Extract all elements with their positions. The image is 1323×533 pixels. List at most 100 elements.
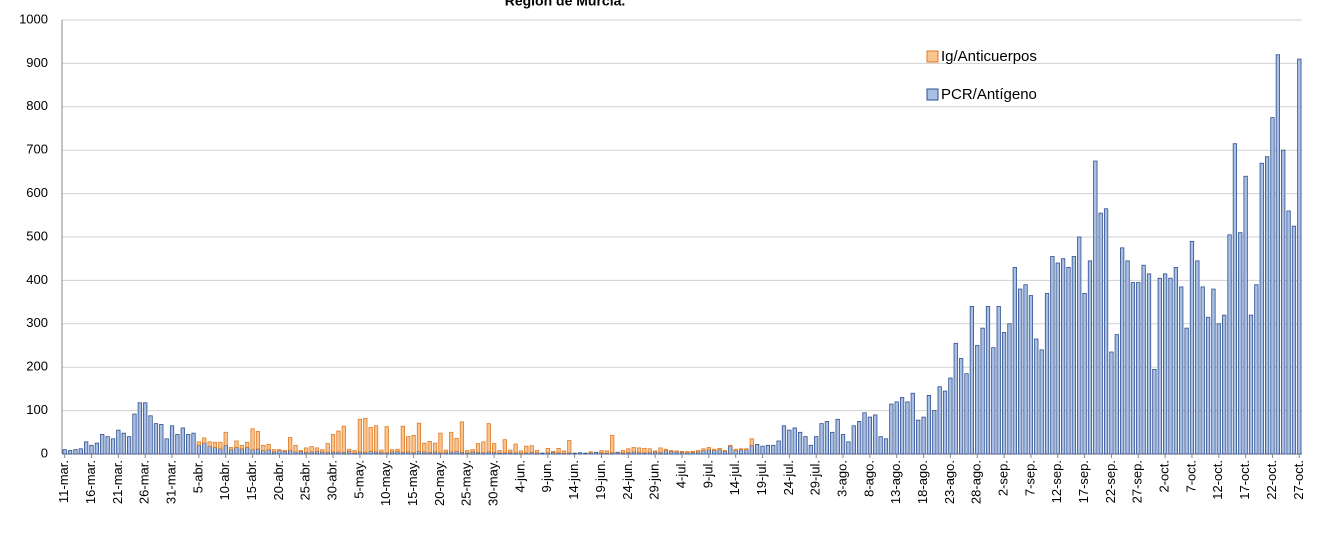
- bar-segment: [1162, 273, 1168, 455]
- bar-segment: [728, 445, 733, 455]
- bar-segment: [309, 446, 314, 453]
- bar-segment: [889, 403, 894, 455]
- bar-segment: [207, 441, 212, 447]
- bar-segment: [454, 437, 459, 452]
- bar-segment: [373, 425, 379, 453]
- bar-segment: [218, 448, 223, 455]
- bar-segment: [379, 449, 384, 453]
- x-tick-label: 26-mar.: [137, 460, 152, 504]
- x-tick-label: 8-ago.: [861, 460, 876, 497]
- bar-segment: [712, 450, 717, 455]
- bar-segment: [153, 423, 159, 455]
- x-tick-label: 24-jun.: [620, 460, 635, 500]
- bar-segment: [561, 450, 567, 454]
- bar-segment: [744, 448, 749, 451]
- bar-segment: [78, 448, 83, 455]
- bar-segment: [1173, 266, 1178, 455]
- bar-segment: [239, 448, 244, 455]
- bar-segment: [1012, 266, 1017, 455]
- bar-segment: [1007, 323, 1012, 455]
- bar-segment: [191, 432, 196, 455]
- legend-label: PCR/Antígeno: [941, 86, 1037, 103]
- bar-segment: [1120, 247, 1125, 455]
- x-tick-label: 7-sep.: [1022, 460, 1037, 496]
- x-tick-label: 30-may.: [486, 460, 501, 506]
- x-tick-label: 9-jul.: [700, 460, 715, 488]
- bar-segment: [261, 450, 266, 455]
- bar-segment: [642, 447, 647, 454]
- bar-segment: [545, 447, 550, 454]
- bar-segment: [1168, 277, 1173, 455]
- bar-segment: [760, 445, 765, 455]
- x-tick-label: 22-sep.: [1103, 460, 1118, 503]
- bar-segment: [717, 449, 722, 455]
- bar-segment: [1200, 286, 1205, 455]
- bar-segment: [330, 434, 336, 453]
- bar-segment: [1061, 258, 1066, 455]
- bar-segment: [733, 450, 738, 455]
- bar-segment: [851, 425, 856, 455]
- bar-segment: [223, 431, 228, 446]
- bar-segment: [899, 397, 905, 455]
- x-tick-label: 15-abr.: [244, 460, 259, 500]
- x-tick-label: 10-abr.: [217, 460, 232, 500]
- bar-segment: [797, 431, 803, 455]
- bar-segment: [1028, 295, 1034, 455]
- x-tick-label: 24-jul.: [781, 460, 796, 495]
- x-tick-label: 10-may.: [378, 460, 393, 506]
- bar-segment: [159, 424, 164, 455]
- x-tick-label: 9-jun.: [539, 460, 554, 493]
- bar-segment: [749, 444, 754, 455]
- bar-segment: [277, 450, 282, 455]
- bar-segment: [411, 434, 416, 454]
- bar-segment: [148, 415, 153, 455]
- bar-segment: [207, 445, 212, 455]
- x-tick-label: 13-ago.: [888, 460, 903, 504]
- chart-title: Región de Murcia.: [505, 0, 626, 9]
- y-tick-label: 1000: [19, 11, 48, 26]
- bar-segment: [266, 444, 271, 451]
- bar-segment: [857, 421, 862, 455]
- bar-segment: [121, 432, 126, 455]
- bar-segment: [964, 373, 969, 455]
- bar-segment: [245, 447, 250, 455]
- x-tick-label: 12-oct.: [1210, 460, 1225, 500]
- bar-segment: [910, 392, 915, 455]
- bar-segment: [937, 386, 942, 455]
- bar-segment: [186, 434, 191, 455]
- bar-segment: [110, 438, 116, 455]
- bar-segment: [443, 449, 448, 453]
- bar-segment: [583, 452, 588, 455]
- x-tick-label: 14-jun.: [566, 460, 581, 500]
- x-tick-label: 15-may.: [405, 460, 420, 506]
- bar-segment: [363, 418, 368, 453]
- bar-segment: [1034, 338, 1039, 455]
- bar-segment: [722, 450, 728, 452]
- x-tick-label: 19-jun.: [593, 460, 608, 500]
- bar-segment: [701, 448, 706, 451]
- bar-segment: [1286, 210, 1291, 455]
- y-tick-label: 300: [26, 315, 48, 330]
- bar-segment: [803, 436, 808, 455]
- bar-segment: [663, 448, 669, 451]
- bar-segment: [282, 450, 287, 452]
- bar-segment: [631, 447, 636, 453]
- bar-segment: [432, 442, 438, 453]
- bar-segment: [1077, 236, 1082, 455]
- bar-segment: [534, 450, 540, 454]
- bar-segment: [819, 423, 824, 455]
- bar-segment: [470, 449, 475, 453]
- bar-segment: [604, 450, 609, 454]
- bar-segment: [755, 444, 760, 455]
- bar-segment: [223, 444, 228, 455]
- bar-segment: [336, 430, 341, 453]
- bar-segment: [1066, 266, 1071, 455]
- bar-segment: [89, 444, 94, 455]
- bar-segment: [985, 306, 991, 455]
- bar-segment: [175, 434, 180, 455]
- x-tick-label: 30-abr.: [325, 460, 340, 500]
- bar-segment: [475, 443, 481, 453]
- y-tick-label: 400: [26, 272, 48, 287]
- bar-segment: [497, 450, 502, 454]
- bar-segment: [942, 390, 948, 455]
